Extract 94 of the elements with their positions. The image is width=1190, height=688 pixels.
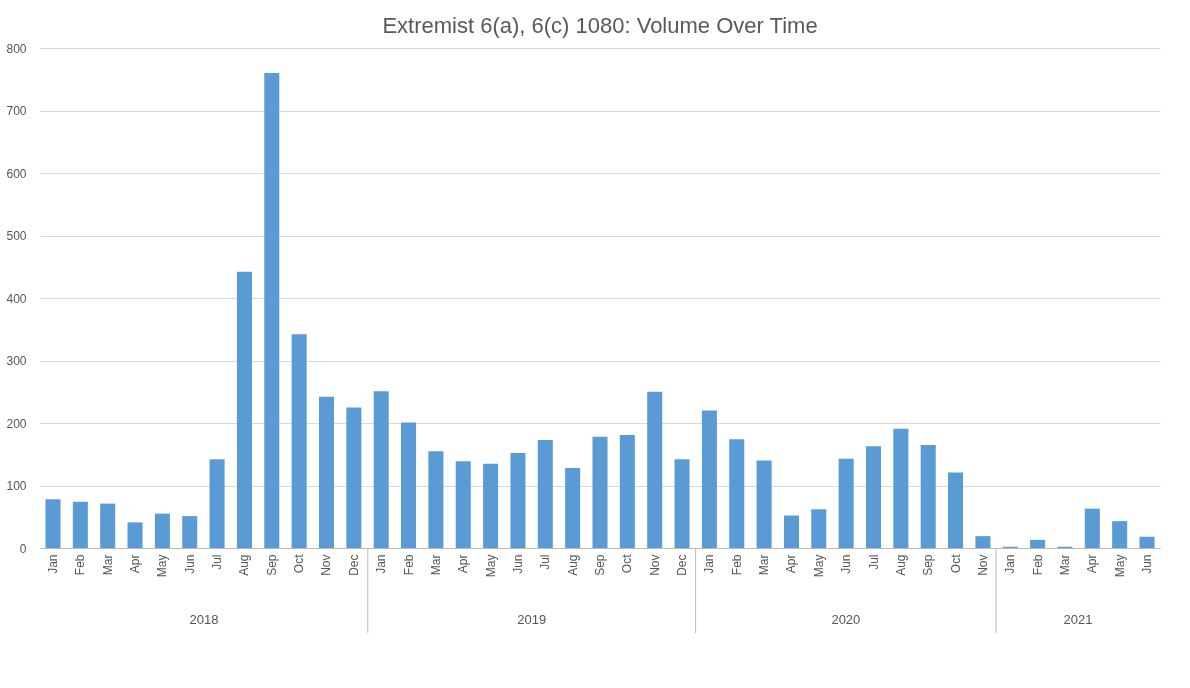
- bar: [182, 516, 198, 548]
- bar: [483, 463, 499, 548]
- bar: [291, 334, 307, 548]
- bar: [893, 428, 909, 548]
- x-tick-label: Oct: [620, 553, 635, 574]
- x-tick-label: Nov: [975, 554, 990, 576]
- x-tick-label: Sep: [264, 554, 279, 576]
- bar: [592, 436, 608, 548]
- x-tick-label: Jan: [1003, 554, 1018, 574]
- bar: [1112, 521, 1128, 548]
- x-tick-label: Dec: [675, 554, 690, 576]
- bar: [838, 458, 854, 548]
- x-tick-label: Sep: [593, 554, 607, 576]
- y-tick-label: 800: [6, 41, 27, 56]
- x-tick-label: Dec: [346, 554, 361, 576]
- x-tick-label: Mar: [100, 554, 115, 576]
- bar: [920, 444, 936, 548]
- x-tick-label: Feb: [73, 554, 88, 576]
- x-tick-label: May: [483, 554, 498, 578]
- bar: [811, 509, 827, 548]
- bar: [510, 453, 526, 548]
- bar: [647, 391, 663, 548]
- bar: [154, 513, 170, 548]
- text: 2018: [189, 612, 219, 627]
- text: 2020: [831, 612, 861, 627]
- x-tick-label: Aug: [237, 554, 252, 576]
- bar: [318, 396, 335, 548]
- x-tick-label: Jun: [182, 554, 197, 574]
- y-tick-label: 700: [6, 104, 27, 118]
- bar: [209, 459, 225, 548]
- bar: [948, 472, 964, 548]
- bar: [401, 422, 417, 548]
- x-tick-label: May: [811, 554, 826, 578]
- y-tick-label: 600: [6, 166, 27, 181]
- bar: [45, 499, 61, 548]
- bar: [72, 501, 88, 548]
- x-tick-label: Oct: [292, 553, 307, 574]
- bar: [1030, 539, 1046, 548]
- x-tick-label: Mar: [757, 554, 772, 576]
- x-tick-label: Feb: [401, 554, 416, 576]
- bar: [264, 73, 280, 548]
- text: 2021: [1063, 612, 1093, 627]
- bar: [127, 522, 143, 548]
- x-tick-label: May: [1112, 554, 1127, 578]
- x-tick-label: Aug: [565, 554, 580, 576]
- x-tick-label: Nov: [647, 554, 662, 576]
- x-tick-label: May: [155, 554, 170, 578]
- bar: [1139, 536, 1155, 548]
- bar: [865, 446, 882, 548]
- x-tick-label: Jun: [1140, 554, 1155, 574]
- x-tick-label: Apr: [128, 554, 143, 574]
- bar: [236, 271, 252, 548]
- bar: [346, 407, 362, 548]
- x-tick-label: Feb: [729, 554, 744, 576]
- x-tick-label: Jul: [866, 554, 881, 570]
- chart-title: Extremist 6(a), 6(c) 1080: Volume Over Time: [382, 13, 818, 38]
- bar: [701, 410, 717, 548]
- x-tick-label: Oct: [948, 553, 963, 574]
- y-tick-label: 200: [6, 416, 27, 431]
- bar: [674, 459, 690, 548]
- bar: [537, 439, 553, 548]
- bar: [1084, 508, 1100, 548]
- bar: [975, 536, 991, 548]
- x-tick-label: Jun: [510, 554, 525, 574]
- x-tick-label: Feb: [1030, 554, 1045, 576]
- y-tick-label: 0: [19, 541, 27, 556]
- x-tick-label: Aug: [893, 554, 908, 576]
- bar: [783, 515, 799, 548]
- x-tick-label: Apr: [1085, 554, 1100, 574]
- bar: [373, 391, 389, 548]
- x-tick-label: Jan: [702, 554, 717, 574]
- y-tick-label: 400: [6, 291, 27, 306]
- y-tick-label: 500: [6, 229, 27, 243]
- x-tick-label: Sep: [921, 554, 936, 576]
- bar: [428, 451, 444, 548]
- x-tick-label: Mar: [1057, 554, 1072, 576]
- x-tick-label: Mar: [428, 554, 443, 576]
- x-tick-label: Nov: [319, 554, 334, 576]
- bar: [619, 434, 635, 548]
- bar: [455, 461, 471, 548]
- x-tick-label: Jul: [538, 554, 553, 570]
- bar: [729, 439, 745, 548]
- bar: [100, 503, 116, 548]
- x-tick-label: Jan: [45, 554, 60, 574]
- y-tick-label: 100: [6, 479, 27, 493]
- bar: [756, 460, 772, 548]
- x-tick-label: Jan: [374, 554, 389, 574]
- x-tick-label: Apr: [456, 554, 471, 574]
- x-tick-label: Apr: [784, 554, 799, 574]
- y-tick-label: 300: [6, 354, 27, 368]
- text: 2019: [517, 612, 547, 627]
- x-tick-label: Jun: [839, 554, 854, 574]
- x-tick-label: Jul: [210, 554, 225, 570]
- bar: [565, 468, 581, 548]
